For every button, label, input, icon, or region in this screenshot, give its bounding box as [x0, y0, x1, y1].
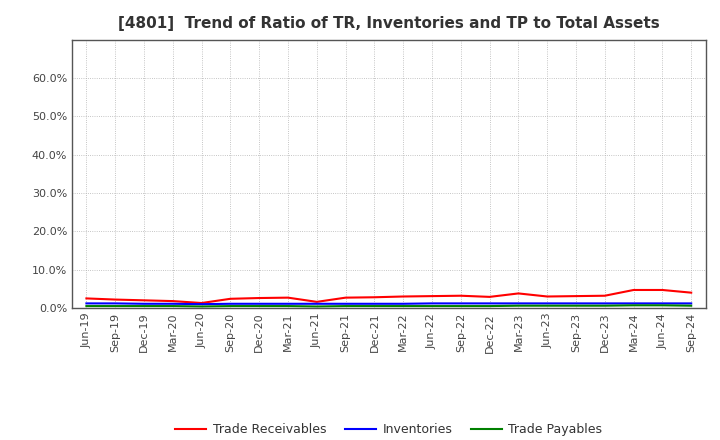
Inventories: [399, 301, 408, 306]
Trade Payables: [168, 304, 177, 309]
Trade Receivables: [370, 295, 379, 300]
Inventories: [658, 301, 667, 306]
Trade Receivables: [197, 301, 206, 306]
Trade Receivables: [226, 296, 235, 301]
Inventories: [572, 301, 580, 306]
Trade Receivables: [82, 296, 91, 301]
Trade Receivables: [629, 287, 638, 293]
Trade Payables: [600, 303, 609, 308]
Trade Receivables: [456, 293, 465, 298]
Trade Payables: [658, 303, 667, 308]
Inventories: [284, 301, 292, 306]
Inventories: [255, 301, 264, 306]
Trade Receivables: [428, 293, 436, 299]
Inventories: [456, 301, 465, 306]
Inventories: [687, 301, 696, 306]
Trade Payables: [428, 304, 436, 309]
Legend: Trade Receivables, Inventories, Trade Payables: Trade Receivables, Inventories, Trade Pa…: [170, 418, 608, 440]
Trade Payables: [226, 304, 235, 309]
Trade Payables: [485, 304, 494, 309]
Line: Trade Receivables: Trade Receivables: [86, 290, 691, 303]
Trade Payables: [284, 304, 292, 309]
Inventories: [514, 301, 523, 306]
Inventories: [600, 301, 609, 306]
Trade Payables: [341, 304, 350, 309]
Trade Receivables: [168, 298, 177, 304]
Inventories: [485, 301, 494, 306]
Trade Receivables: [284, 295, 292, 300]
Trade Payables: [370, 304, 379, 309]
Inventories: [629, 301, 638, 306]
Trade Payables: [312, 304, 321, 309]
Inventories: [370, 301, 379, 306]
Title: [4801]  Trend of Ratio of TR, Inventories and TP to Total Assets: [4801] Trend of Ratio of TR, Inventories…: [118, 16, 660, 32]
Trade Payables: [456, 304, 465, 309]
Inventories: [226, 301, 235, 306]
Inventories: [428, 301, 436, 306]
Trade Receivables: [658, 287, 667, 293]
Trade Payables: [111, 304, 120, 309]
Trade Receivables: [140, 298, 148, 303]
Trade Receivables: [255, 295, 264, 301]
Trade Payables: [197, 304, 206, 309]
Inventories: [312, 301, 321, 306]
Inventories: [543, 301, 552, 306]
Trade Payables: [572, 303, 580, 308]
Trade Receivables: [111, 297, 120, 302]
Inventories: [168, 301, 177, 306]
Trade Receivables: [514, 291, 523, 296]
Trade Payables: [140, 304, 148, 309]
Trade Payables: [687, 303, 696, 308]
Trade Payables: [629, 303, 638, 308]
Inventories: [82, 301, 91, 306]
Trade Payables: [514, 303, 523, 308]
Trade Receivables: [485, 294, 494, 300]
Inventories: [111, 301, 120, 306]
Trade Receivables: [399, 294, 408, 299]
Trade Receivables: [543, 294, 552, 299]
Trade Payables: [255, 304, 264, 309]
Trade Payables: [399, 304, 408, 309]
Trade Receivables: [687, 290, 696, 295]
Trade Receivables: [600, 293, 609, 298]
Line: Trade Payables: Trade Payables: [86, 305, 691, 307]
Trade Receivables: [572, 293, 580, 299]
Trade Receivables: [341, 295, 350, 300]
Trade Payables: [543, 303, 552, 308]
Trade Receivables: [312, 299, 321, 304]
Inventories: [341, 301, 350, 306]
Trade Payables: [82, 304, 91, 309]
Inventories: [197, 301, 206, 307]
Inventories: [140, 301, 148, 306]
